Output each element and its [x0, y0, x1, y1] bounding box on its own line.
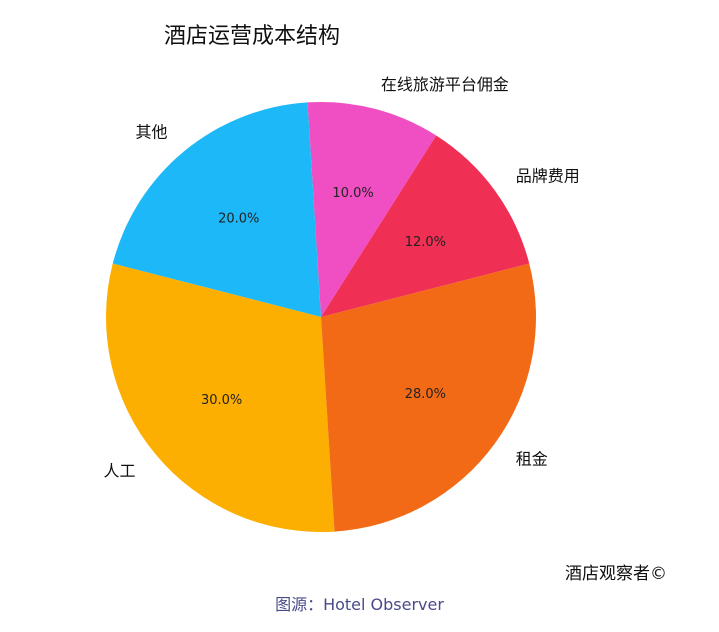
chart-title: 酒店运营成本结构: [164, 24, 340, 49]
slice-category-label: 其他: [135, 122, 167, 141]
slice-percent-label: 20.0%: [218, 212, 259, 227]
slice-percent-label: 10.0%: [332, 186, 373, 201]
pie-slice: [321, 263, 536, 532]
slice-category-label: 人工: [103, 461, 135, 480]
slice-percent-label: 28.0%: [405, 387, 446, 402]
slice-percent-label: 30.0%: [201, 393, 242, 408]
source-caption: 图源：Hotel Observer: [275, 595, 444, 614]
pie-labels: 10.0% 在线旅游平台佣金 20.0% 其他 30.0% 人工 28.0% 租金 12.0% 品…: [103, 75, 579, 481]
pie-slice: [321, 135, 530, 317]
pie-slice: [112, 102, 321, 317]
slice-category-label: 在线旅游平台佣金: [381, 75, 509, 94]
pie-slice: [106, 263, 335, 532]
slice-category-label: 品牌费用: [516, 166, 580, 185]
slice-percent-label: 12.0%: [405, 235, 446, 250]
slice-category-label: 租金: [516, 450, 548, 469]
pie-slices: [106, 102, 536, 532]
watermark: 酒店观察者©: [565, 564, 667, 584]
pie-slice: [307, 102, 437, 317]
